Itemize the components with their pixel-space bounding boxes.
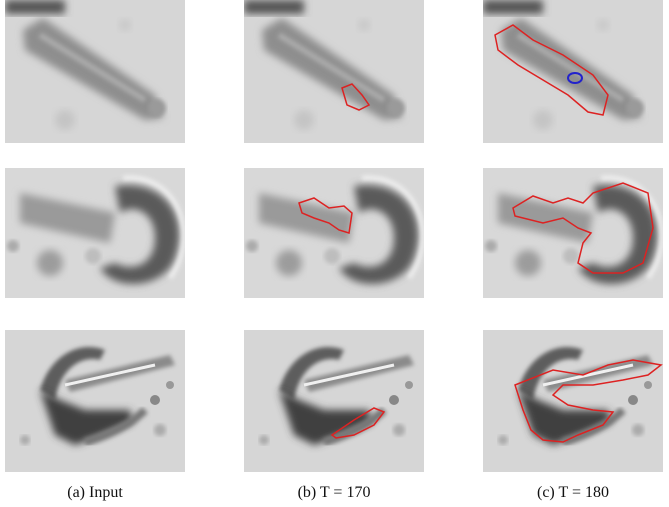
image-b1 <box>244 0 424 143</box>
caption: (b) T = 170 <box>298 484 371 501</box>
image-a1 <box>5 0 185 143</box>
image-c3 <box>483 330 663 472</box>
image-b2 <box>244 168 424 298</box>
image-a3 <box>5 330 185 472</box>
figure: (a) Input (b) T = 170 (c) T = 180 <box>0 0 669 507</box>
image-c1 <box>483 0 663 143</box>
caption: (c) T = 180 <box>537 484 609 501</box>
page: (a) Input (b) T = 170 (c) T = 180 (() =>… <box>0 0 669 507</box>
image-c2 <box>483 168 663 298</box>
image-a2 <box>5 168 185 298</box>
image-b3 <box>244 330 424 472</box>
caption: (a) Input <box>67 484 123 501</box>
